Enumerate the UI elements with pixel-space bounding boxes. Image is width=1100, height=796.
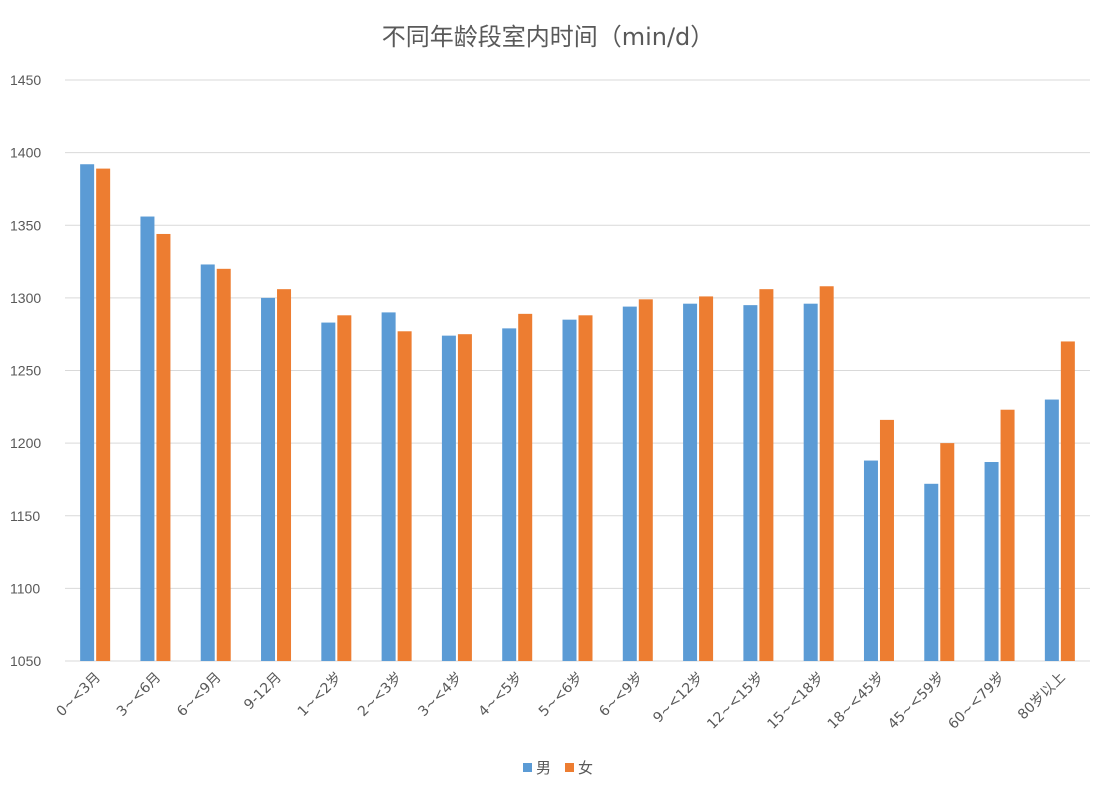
bar-male [562,319,577,661]
chart-title: 不同年龄段室内时间（min/d） [382,23,715,51]
bar-male [863,460,878,661]
bar-female [277,289,292,661]
legend: 男女 [523,759,593,777]
bar-female [216,268,231,661]
x-tick-label: 3~<6月 [114,670,164,720]
y-tick-label: 1350 [10,217,41,233]
x-axis-ticks: 0~<3月 3~<6月 6~<9月 9-12月 1~<2岁 2~<3岁 3~<4岁 4~<5岁… [54,670,1069,733]
y-tick-label: 1400 [10,145,41,161]
bar-male [622,306,637,661]
y-axis-ticks: 1050 1100 1150 1200 1250 1300 1350 1400 1450 [10,72,41,669]
bar-female [397,331,412,661]
bar-male [381,312,396,661]
x-tick-label: 0~<3月 [54,670,104,720]
bar-male [803,303,818,661]
x-tick-label: 9-12月 [241,670,285,714]
bar-male [261,297,276,661]
x-tick-label: 3~<4岁 [415,670,465,720]
x-tick-label: 15~<18岁 [765,670,828,733]
bar-male [80,164,95,661]
bar-female [156,233,171,661]
x-tick-label: 12~<15岁 [704,670,767,733]
bar-female [759,289,774,661]
bar-male [743,305,758,661]
bar-female [578,315,593,661]
legend-swatch [523,763,532,772]
y-tick-label: 1200 [10,435,41,451]
bar-female [638,299,653,661]
x-tick-label: 4~<5岁 [476,670,526,720]
bar-female [457,334,472,661]
bar-male [140,216,155,661]
x-tick-label: 18~<45岁 [825,670,888,733]
bar-female [1000,409,1015,661]
y-tick-label: 1050 [10,653,41,669]
bar-female [1060,341,1075,661]
bar-female [699,296,714,661]
y-tick-label: 1100 [10,580,40,596]
bar-male [321,322,336,661]
x-tick-label: 2~<3岁 [355,670,405,720]
x-tick-label: 6~<9岁 [596,670,646,720]
gridlines [65,79,1090,662]
bar-male [984,462,999,661]
y-tick-label: 1250 [10,363,41,379]
x-tick-label: 60~<79岁 [945,670,1008,733]
bar-female [96,168,111,662]
bar-female [337,315,352,661]
bar-male [200,264,215,661]
x-tick-label: 80岁以上 [1015,670,1069,724]
x-tick-label: 45~<59岁 [885,670,948,733]
bar-female [940,443,955,661]
bar-male [441,335,456,661]
bar-female [518,313,533,661]
bars [80,164,1075,662]
bar-male [683,303,698,661]
x-tick-label: 5~<6岁 [536,670,586,720]
bar-female [879,419,894,661]
x-tick-label: 9~<12岁 [650,670,707,727]
bar-male [1044,399,1059,661]
bar-male [924,483,939,661]
x-tick-label: 6~<9月 [174,670,224,720]
x-tick-label: 1~<2岁 [295,670,345,720]
legend-label: 女 [578,759,593,777]
bar-female [819,286,834,661]
bar-male [502,328,517,661]
legend-label: 男 [536,759,551,777]
y-tick-label: 1300 [10,290,41,306]
legend-swatch [565,763,574,772]
y-tick-label: 1450 [10,72,41,88]
y-tick-label: 1150 [10,508,40,524]
